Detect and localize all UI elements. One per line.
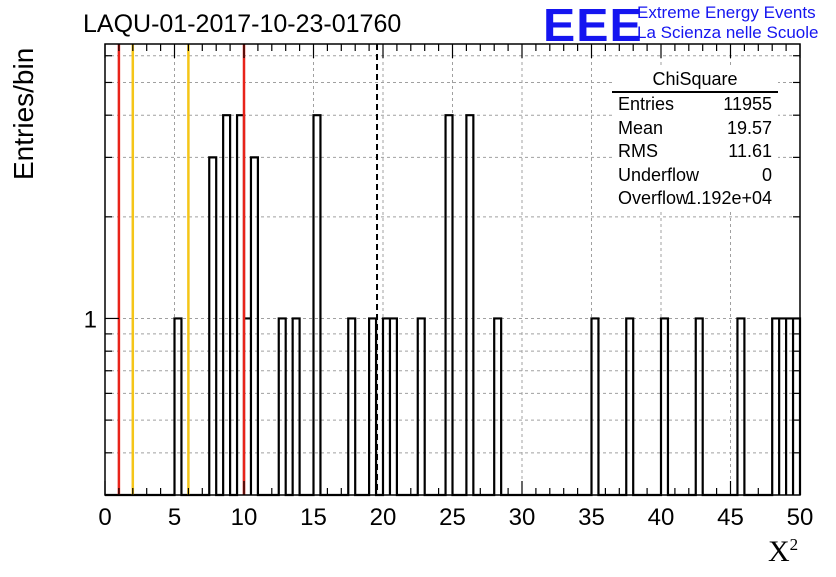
stats-value: 11.61 <box>728 141 772 161</box>
stats-key: Underflow <box>618 164 700 185</box>
histogram-bin <box>390 318 397 495</box>
chart-title: LAQU-01-2017-10-23-01760 <box>83 10 402 38</box>
histogram-bin <box>293 318 300 495</box>
x-tick-label: 40 <box>648 504 675 531</box>
stats-key: Overflow <box>618 188 690 208</box>
x-tick-label: 0 <box>98 504 111 531</box>
histogram-bin <box>696 318 703 495</box>
x-tick-label: 20 <box>370 504 397 531</box>
x-tick-label: 45 <box>717 504 744 531</box>
histogram-bin <box>793 318 800 495</box>
x-tick-label: 10 <box>231 504 258 531</box>
stats-box: ChiSquare Entries 11955 Mean 19.57 RMS 1… <box>612 68 778 211</box>
eee-logo: EEE <box>543 0 643 51</box>
histogram-bin <box>786 318 793 495</box>
histogram-bin <box>626 318 633 495</box>
histogram-bin <box>348 318 355 495</box>
stats-row-rms: RMS 11.61 <box>612 140 778 164</box>
x-tick-label: 25 <box>439 504 466 531</box>
x-axis-label-sup: 2 <box>789 535 799 554</box>
stats-key: Entries <box>618 94 675 114</box>
histogram-bin <box>446 115 453 495</box>
histogram-bin <box>661 318 668 495</box>
stats-title: ChiSquare <box>612 68 778 93</box>
logo-tagline-2: La Scienza nelle Scuole <box>637 23 819 42</box>
stats-value: 19.57 <box>726 117 772 138</box>
x-tick-label: 5 <box>168 504 181 531</box>
histogram-bin <box>418 318 425 495</box>
stats-value: 0 <box>761 164 772 185</box>
histogram-bin <box>251 157 258 495</box>
histogram-bin <box>466 115 473 495</box>
histogram-bin <box>494 318 501 495</box>
stats-key: RMS <box>618 141 658 161</box>
histogram-bin <box>592 318 599 495</box>
histogram-bin <box>314 115 321 495</box>
x-axis-label: X2 <box>768 535 798 569</box>
histogram-bin <box>279 318 286 495</box>
stats-row-underflow: Underflow 0 <box>612 164 778 188</box>
x-axis-label-base: X <box>768 535 790 568</box>
x-tick-label: 15 <box>300 504 327 531</box>
x-tick-label: 35 <box>578 504 605 531</box>
x-tick-label: 50 <box>787 504 814 531</box>
stats-row-overflow: Overflow 1.192e+04 <box>612 187 778 211</box>
y-tick-label: 1 <box>84 306 97 333</box>
logo-tagline-1: Extreme Energy Events <box>637 3 816 22</box>
histogram-bin <box>369 318 376 495</box>
stats-key: Mean <box>618 117 664 138</box>
histogram-bin <box>383 318 390 495</box>
x-tick-label: 30 <box>509 504 536 531</box>
stats-row-mean: Mean 19.57 <box>612 117 778 141</box>
stats-value: 1.192e+04 <box>686 188 772 208</box>
histogram-bin <box>209 157 216 495</box>
histogram-bin <box>772 318 779 495</box>
stats-value: 11955 <box>723 94 772 114</box>
histogram-bin <box>737 318 744 495</box>
stats-row-entries: Entries 11955 <box>612 93 778 117</box>
histogram-bin <box>779 318 786 495</box>
histogram-bin <box>223 115 230 495</box>
histogram-bin <box>175 318 182 495</box>
y-axis-label: Entries/bin <box>8 47 39 180</box>
